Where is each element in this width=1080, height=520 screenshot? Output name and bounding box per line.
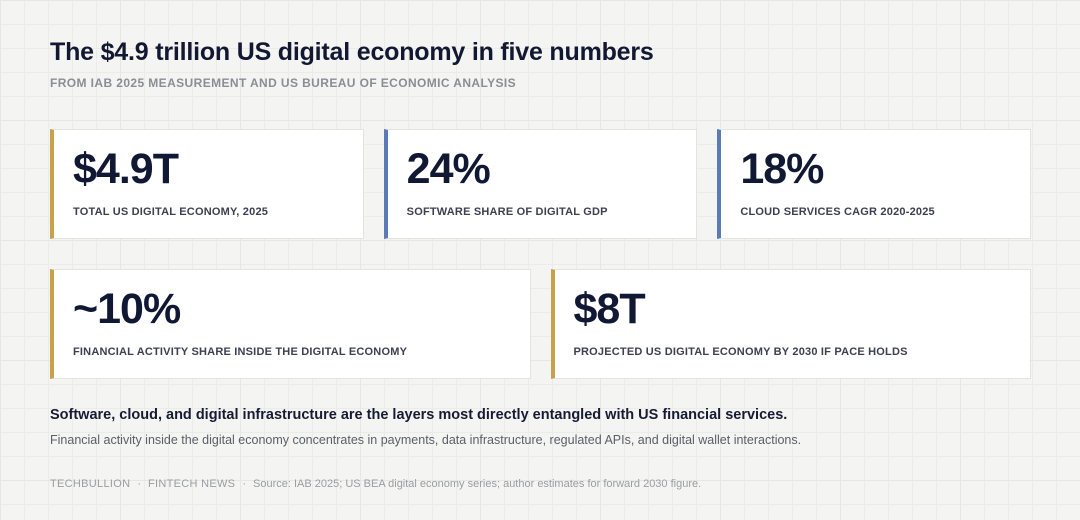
stat-label: PROJECTED US DIGITAL ECONOMY BY 2030 IF … <box>573 346 908 358</box>
footer-source: Source: IAB 2025; US BEA digital economy… <box>253 478 702 490</box>
footer-separator: · <box>137 478 141 490</box>
footer-brand: TECHBULLION <box>50 478 131 490</box>
stat-value: $4.9T <box>73 145 179 193</box>
stat-label: FINANCIAL ACTIVITY SHARE INSIDE THE DIGI… <box>73 346 408 358</box>
stat-value: 24% <box>406 145 491 193</box>
stat-label: SOFTWARE SHARE OF DIGITAL GDP <box>406 206 608 218</box>
stat-label: CLOUD SERVICES CAGR 2020-2025 <box>740 206 935 218</box>
summary-body: Financial activity inside the digital ec… <box>50 433 802 447</box>
stat-value: $8T <box>573 285 646 333</box>
stat-value: 18% <box>740 145 824 193</box>
stat-card-software-share: 24% SOFTWARE SHARE OF DIGITAL GDP <box>383 129 698 239</box>
infographic: The $4.9 trillion US digital economy in … <box>50 36 1032 490</box>
stat-card-financial-share: ~10% FINANCIAL ACTIVITY SHARE INSIDE THE… <box>50 269 531 379</box>
stat-card-projected-2030: $8T PROJECTED US DIGITAL ECONOMY BY 2030… <box>550 269 1031 379</box>
stats-row-top: $4.9T TOTAL US DIGITAL ECONOMY, 2025 24%… <box>50 129 1032 239</box>
footer-separator: · <box>242 478 246 490</box>
stat-card-cloud-cagr: 18% CLOUD SERVICES CAGR 2020-2025 <box>717 129 1032 239</box>
page-title: The $4.9 trillion US digital economy in … <box>50 38 654 66</box>
footer-section: FINTECH NEWS <box>148 478 236 490</box>
stat-card-total-digital-economy: $4.9T TOTAL US DIGITAL ECONOMY, 2025 <box>50 129 364 239</box>
summary-headline: Software, cloud, and digital infrastruct… <box>50 407 788 423</box>
stat-value: ~10% <box>73 285 181 333</box>
stat-label: TOTAL US DIGITAL ECONOMY, 2025 <box>73 206 269 218</box>
page-subtitle: FROM IAB 2025 MEASUREMENT AND US BUREAU … <box>50 76 517 90</box>
stats-row-bottom: ~10% FINANCIAL ACTIVITY SHARE INSIDE THE… <box>50 269 1031 379</box>
footer: TECHBULLION · FINTECH NEWS · Source: IAB 202… <box>50 478 701 490</box>
